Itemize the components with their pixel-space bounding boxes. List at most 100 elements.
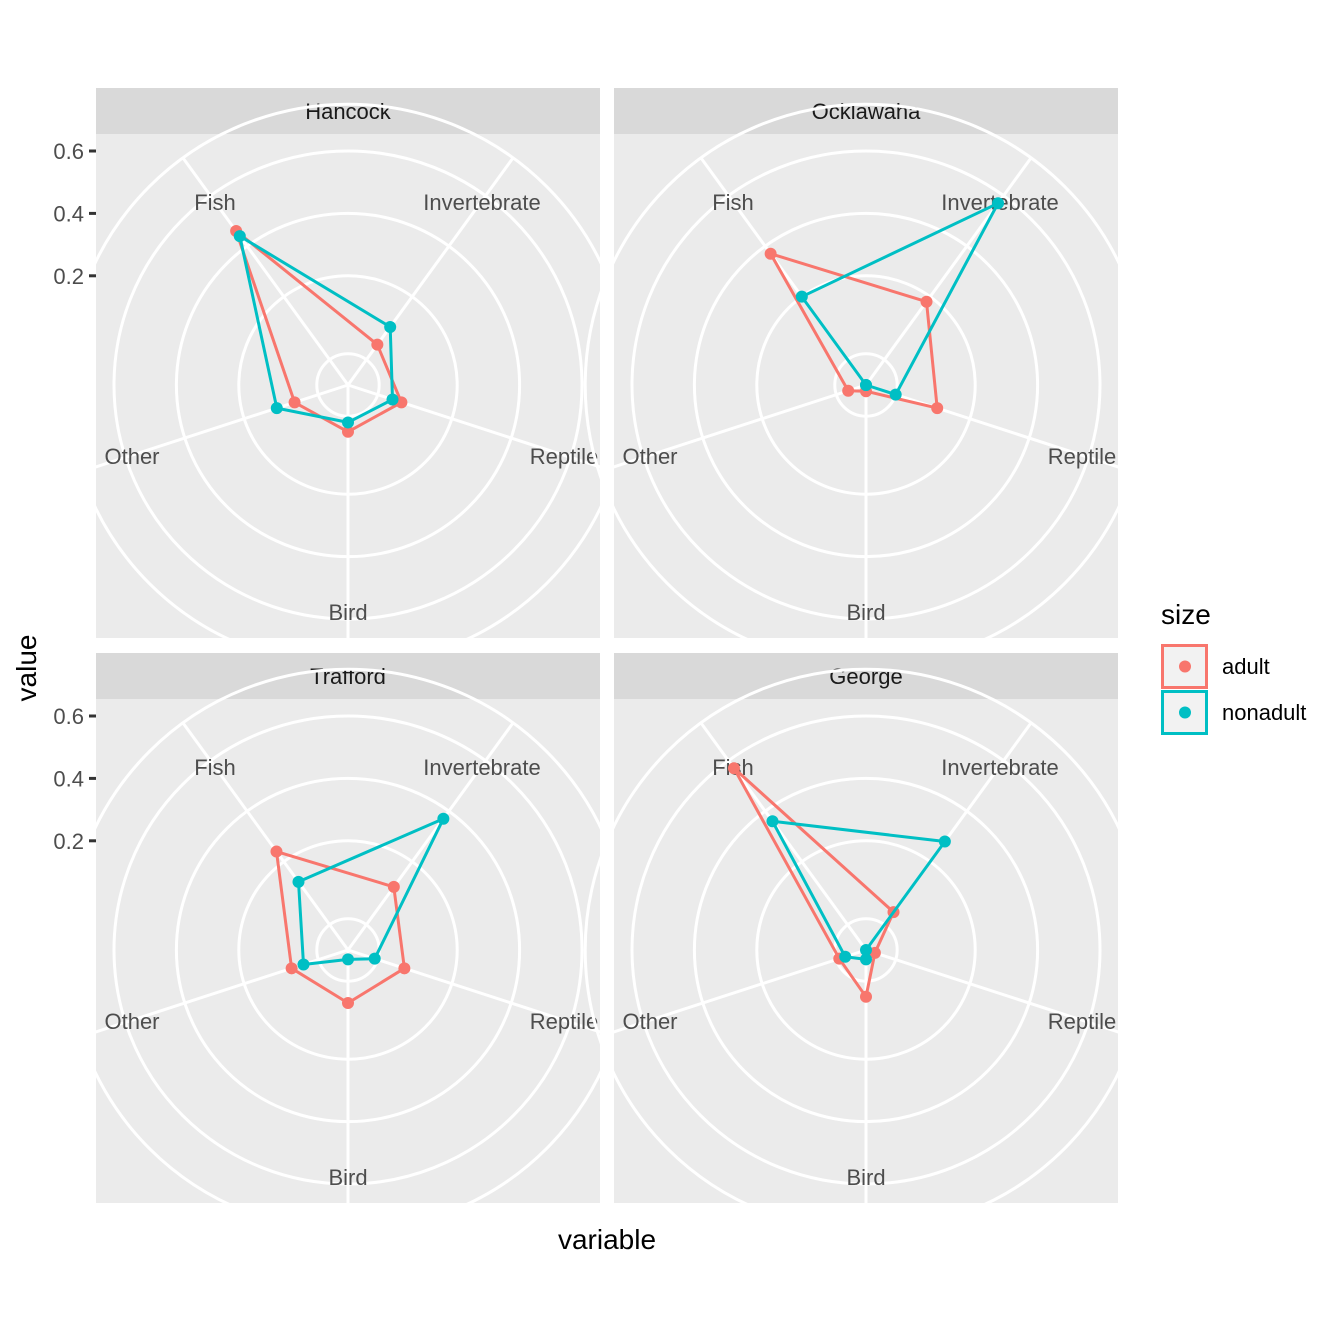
- data-point-nonadult-reptile: [860, 944, 872, 956]
- legend-entry-nonadult: nonadult: [1161, 690, 1306, 735]
- legend-entries: adult nonadult: [1161, 644, 1306, 735]
- grid-spoke: [699, 721, 868, 951]
- category-label-invertebrate: Invertebrate: [423, 190, 540, 215]
- data-point-nonadult-bird: [860, 953, 872, 966]
- data-point-adult-other: [285, 962, 298, 975]
- grid-spoke: [598, 383, 867, 474]
- panel-strip: [96, 653, 600, 699]
- data-point-nonadult-reptile: [386, 393, 399, 406]
- grid-spoke: [181, 721, 350, 951]
- data-point-nonadult-bird: [342, 953, 354, 966]
- legend-key-point: [1179, 706, 1191, 719]
- panel-strip: [614, 88, 1118, 134]
- category-label-reptile: Reptile: [530, 444, 598, 469]
- data-point-nonadult-fish: [292, 875, 305, 888]
- panel-ocklawaha: OcklawahaFishInvertebrateReptileBirdOthe…: [583, 88, 1149, 668]
- category-label-fish: Fish: [194, 755, 236, 780]
- category-label-bird: Bird: [846, 600, 885, 625]
- category-label-bird: Bird: [846, 1165, 885, 1190]
- category-label-reptile: Reptile: [1048, 1009, 1116, 1034]
- data-point-adult-other: [288, 396, 301, 409]
- grid-spoke: [598, 948, 867, 1039]
- y-tick-label: 0.2: [53, 829, 84, 854]
- data-point-nonadult-other: [270, 402, 283, 415]
- legend-entry-adult: adult: [1161, 644, 1270, 689]
- data-point-nonadult-invertebrate: [384, 320, 397, 333]
- data-point-adult-invertebrate: [387, 880, 400, 893]
- data-point-adult-bird: [342, 425, 354, 438]
- y-tick-label: 0.6: [53, 139, 84, 164]
- panel-strip: [614, 653, 1118, 699]
- data-point-nonadult-fish: [795, 290, 808, 303]
- legend-label: nonadult: [1222, 700, 1306, 725]
- data-point-adult-fish: [764, 247, 777, 260]
- category-label-bird: Bird: [328, 600, 367, 625]
- grid-spoke: [865, 948, 1134, 1039]
- category-label-invertebrate: Invertebrate: [941, 755, 1058, 780]
- y-tick-label: 0.6: [53, 704, 84, 729]
- x-axis-title: variable: [558, 1224, 656, 1255]
- grid-spoke: [864, 156, 1033, 386]
- category-label-other: Other: [622, 444, 677, 469]
- data-point-nonadult-invertebrate: [992, 197, 1005, 210]
- series-line-nonadult: [238, 234, 394, 424]
- category-label-bird: Bird: [328, 1165, 367, 1190]
- series-nonadult: [233, 230, 399, 429]
- data-point-adult-invertebrate: [920, 295, 933, 308]
- grid-spoke: [80, 383, 349, 474]
- series-line-adult: [769, 252, 939, 410]
- data-point-adult-fish: [270, 845, 283, 858]
- panel-strip: [96, 88, 600, 134]
- panel-george: GeorgeFishInvertebrateReptileBirdOther: [583, 653, 1149, 1233]
- y-tick-label: 0.4: [53, 201, 84, 226]
- data-point-adult-fish: [727, 762, 740, 775]
- data-point-nonadult-other: [839, 950, 852, 963]
- category-label-other: Other: [104, 1009, 159, 1034]
- polar-grid: [583, 102, 1149, 668]
- data-point-nonadult-other: [860, 379, 872, 391]
- series-nonadult: [766, 815, 951, 966]
- category-label-other: Other: [104, 444, 159, 469]
- category-label-other: Other: [622, 1009, 677, 1034]
- category-label-fish: Fish: [194, 190, 236, 215]
- data-point-adult-other: [842, 384, 855, 397]
- data-point-nonadult-other: [297, 958, 310, 971]
- legend-key-point: [1179, 660, 1191, 673]
- category-label-fish: Fish: [712, 190, 754, 215]
- y-axis-title: value: [11, 635, 42, 702]
- data-point-nonadult-invertebrate: [437, 812, 450, 825]
- series-line-adult: [732, 766, 895, 999]
- series-nonadult: [795, 197, 1005, 401]
- data-point-nonadult-reptile: [368, 952, 381, 965]
- category-label-reptile: Reptile: [1048, 444, 1116, 469]
- grid-spoke: [346, 721, 515, 951]
- grid-spoke: [865, 383, 1134, 474]
- grid-spoke: [347, 948, 616, 1039]
- data-point-adult-invertebrate: [371, 338, 384, 351]
- legend-title: size: [1161, 599, 1211, 630]
- series-line-adult: [234, 229, 403, 434]
- data-point-nonadult-fish: [766, 815, 779, 828]
- series-adult: [270, 845, 411, 1010]
- data-point-nonadult-bird: [342, 416, 354, 429]
- series-line-adult: [275, 850, 406, 1005]
- polar-grid: [583, 667, 1149, 1233]
- series-line-nonadult: [297, 817, 445, 966]
- category-label-reptile: Reptile: [530, 1009, 598, 1034]
- data-point-nonadult-fish: [233, 230, 246, 243]
- y-tick-label: 0.2: [53, 264, 84, 289]
- legend: size adult nonadult: [1161, 599, 1306, 735]
- grid-spoke: [181, 156, 350, 386]
- data-point-adult-bird: [342, 997, 354, 1010]
- y-tick-label: 0.4: [53, 766, 84, 791]
- data-point-adult-reptile: [398, 962, 411, 975]
- series-nonadult: [292, 812, 450, 971]
- data-point-adult-reptile: [931, 402, 944, 415]
- data-point-nonadult-reptile: [889, 388, 902, 401]
- legend-label: adult: [1222, 654, 1270, 679]
- data-point-nonadult-invertebrate: [938, 835, 951, 848]
